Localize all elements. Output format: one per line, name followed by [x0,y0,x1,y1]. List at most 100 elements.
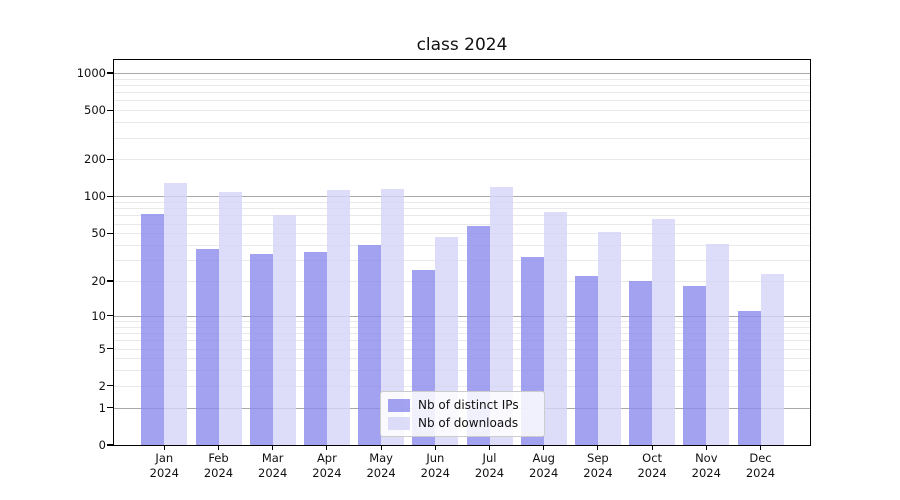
gridline-minor [114,215,810,217]
x-tick-label: Dec 2024 [745,451,776,480]
bar-downloads [381,189,405,445]
x-tick-mark [326,446,328,450]
x-tick-mark [543,446,545,450]
gridline-major [114,196,810,198]
x-tick-label: Apr 2024 [312,451,342,480]
bar-distinct-ips [303,252,327,445]
y-tick-mark [107,232,113,234]
x-tick-mark [217,446,220,450]
y-tick-label: 0 [98,438,106,452]
gridline-minor [114,100,810,102]
gridline-minor [114,159,810,161]
x-tick-mark [488,446,491,450]
y-tick-label: 10 [91,308,106,323]
bar-downloads [326,189,350,445]
x-tick-label: Jan 2024 [149,451,179,480]
x-tick-label: Feb 2024 [203,451,234,480]
gridline-minor [114,333,810,335]
y-tick-label: 1000 [76,65,106,80]
gridline-minor [114,223,810,225]
y-tick-mark [107,280,113,282]
y-tick-mark [107,72,113,74]
y-tick-label: 200 [84,152,106,167]
bar-downloads [489,187,513,445]
gridline-major [114,72,810,74]
bar-distinct-ips [574,276,598,445]
x-tick-label: Jul 2024 [474,451,505,480]
gridline-minor [114,281,810,283]
bar-downloads [272,214,296,445]
x-tick-mark [651,446,653,450]
gridline-minor [114,245,810,246]
x-tick-mark [163,446,165,450]
bar-downloads [652,218,676,445]
gridline-major [114,315,810,317]
gridline-minor [114,385,810,387]
y-tick-mark [107,444,113,446]
gridline-minor [114,208,810,210]
gridline-minor [114,202,810,204]
legend-swatch-downloads-icon [388,416,410,430]
x-tick-label: Jun 2024 [420,451,450,480]
gridline-minor [114,110,810,112]
x-tick-mark [759,446,762,450]
gridline-minor [114,233,810,235]
chart-title: class 2024 [416,35,508,55]
gridline-minor [114,137,810,139]
bars-layer [114,60,810,445]
x-tick-label: Aug 2024 [529,451,559,480]
y-tick-label: 1 [98,400,106,415]
bar-distinct-ips [141,213,165,445]
bar-distinct-ips [249,253,273,445]
gridline-minor [114,348,810,350]
gridline-minor [114,84,810,86]
x-tick-mark [705,446,707,450]
bar-distinct-ips [466,226,490,445]
y-tick-mark [107,347,113,350]
y-tick-label: 500 [84,103,106,118]
legend-label-downloads: Nb of downloads [418,416,519,430]
gridline-minor [114,122,810,124]
legend: Nb of distinct IPs Nb of downloads [380,391,545,437]
gridline-minor [114,78,810,80]
bar-downloads [218,192,242,445]
x-tick-label: Nov 2024 [691,451,721,480]
bar-distinct-ips [358,245,382,445]
bar-distinct-ips [683,286,707,445]
x-tick-mark [597,446,599,450]
bar-downloads [706,243,730,445]
gridline-minor [114,326,810,328]
bar-downloads [597,232,621,445]
bar-downloads [543,212,567,445]
x-tick-mark [272,446,274,450]
legend-swatch-distinct-ips-icon [388,398,410,412]
y-tick-mark [107,158,113,160]
legend-label-distinct-ips: Nb of distinct IPs [418,398,519,412]
x-tick-mark [434,446,436,450]
legend-item-downloads: Nb of downloads [388,415,536,431]
y-tick-label: 50 [91,226,106,241]
x-tick-label: Oct 2024 [637,451,667,480]
bar-downloads [164,183,188,445]
plot-area [113,59,811,446]
y-tick-label: 20 [91,274,106,289]
gridline-minor [114,370,810,372]
bar-distinct-ips [195,249,219,445]
y-tick-label: 5 [98,341,106,356]
y-tick-label: 100 [84,189,106,204]
y-tick-mark [107,385,113,387]
gridline-minor [114,260,810,262]
grid-layer [114,60,810,445]
y-tick-mark [107,195,113,198]
bar-distinct-ips [737,311,761,445]
y-tick-mark [107,315,113,317]
bar-distinct-ips [629,281,653,445]
legend-item-distinct-ips: Nb of distinct IPs [388,397,536,413]
y-tick-label: 2 [98,378,106,393]
gridline-minor [114,321,810,322]
x-tick-mark [380,446,382,450]
bar-downloads [760,273,784,445]
x-tick-label: Sep 2024 [583,451,613,480]
y-tick-mark [107,109,113,111]
